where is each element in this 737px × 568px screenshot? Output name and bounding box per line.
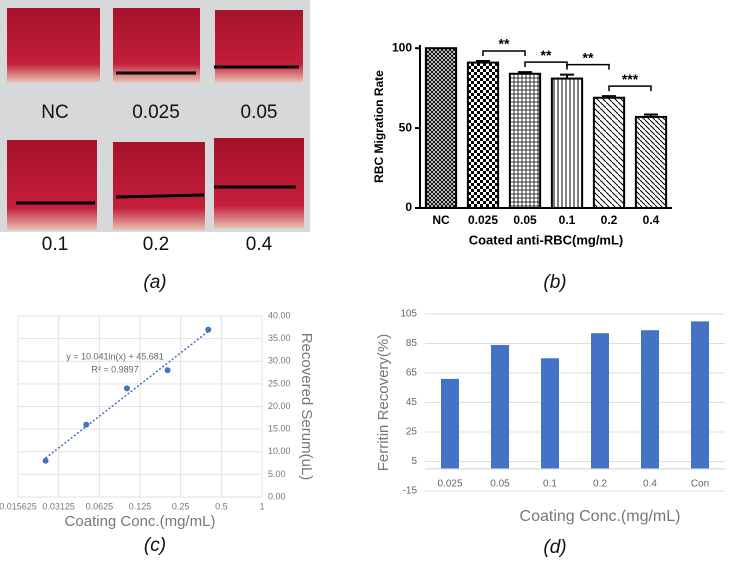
x-axis-title: Coating Conc.(mg/mL) bbox=[520, 508, 681, 525]
point bbox=[164, 367, 171, 374]
y-tick-label: 30.00 bbox=[268, 356, 291, 366]
error-bar bbox=[476, 59, 490, 63]
photo bbox=[113, 8, 200, 82]
bar bbox=[424, 47, 458, 210]
x-tick-label: 0.1 bbox=[543, 479, 557, 490]
x-tick-label: 0.2 bbox=[593, 479, 607, 490]
x-tick-label: 1 bbox=[259, 501, 264, 511]
photo-label: NC bbox=[41, 102, 68, 123]
y-tick-label: 25.00 bbox=[268, 378, 291, 388]
bar bbox=[691, 321, 709, 469]
photo-label: 0.025 bbox=[132, 102, 180, 123]
y-tick-label: -15 bbox=[403, 486, 418, 497]
bar bbox=[441, 378, 459, 469]
x-tick-label: 0.05 bbox=[513, 213, 537, 227]
y-tick-label: 0 bbox=[405, 200, 412, 214]
panel-caption: (d) bbox=[543, 537, 566, 558]
y-tick-label: 105 bbox=[400, 309, 417, 320]
significance-bracket bbox=[608, 85, 652, 92]
bar bbox=[591, 333, 609, 469]
point bbox=[83, 421, 90, 428]
point bbox=[123, 385, 130, 392]
y-axis-title: Recovered Serum(uL) bbox=[298, 333, 315, 481]
bar bbox=[491, 344, 509, 469]
x-tick-label: Con bbox=[691, 479, 709, 490]
point bbox=[205, 326, 212, 333]
y-tick-label: 45 bbox=[406, 397, 418, 408]
photo-label: 0.4 bbox=[246, 234, 273, 255]
photo bbox=[214, 10, 303, 82]
photo-label: 0.1 bbox=[42, 234, 68, 255]
x-tick-label: 0.25 bbox=[172, 501, 190, 511]
photo-panel bbox=[0, 0, 310, 232]
bar bbox=[592, 96, 626, 209]
y-tick-label: 0.00 bbox=[268, 491, 286, 501]
y-tick-label: 25 bbox=[406, 427, 418, 438]
panel-caption: (a) bbox=[143, 272, 166, 293]
y-axis-title: RBC Migration Rate bbox=[372, 70, 386, 183]
y-tick-label: 5 bbox=[411, 456, 417, 467]
y-tick-label: 65 bbox=[406, 368, 418, 379]
point bbox=[42, 457, 49, 464]
panel-caption: (b) bbox=[543, 272, 566, 293]
y-tick-label: 5.00 bbox=[268, 469, 286, 479]
photo bbox=[7, 8, 100, 82]
significance-label: *** bbox=[622, 71, 639, 87]
y-tick-label: 85 bbox=[406, 338, 418, 349]
y-tick-label: 15.00 bbox=[268, 424, 291, 434]
photo-label: 0.2 bbox=[143, 234, 169, 255]
panel-caption: (c) bbox=[144, 535, 166, 556]
equation: R² = 0.9897 bbox=[91, 364, 138, 374]
photo bbox=[7, 140, 97, 230]
x-tick-label: 0.5 bbox=[215, 501, 228, 511]
significance-bracket bbox=[482, 50, 526, 56]
error-bar bbox=[518, 71, 532, 74]
x-tick-label: 0.015625 bbox=[0, 501, 37, 511]
y-tick-label: 40.00 bbox=[268, 310, 291, 320]
equation: y = 10.041ln(x) + 45.681 bbox=[66, 351, 164, 361]
x-tick-label: 0.1 bbox=[559, 213, 576, 227]
y-tick-label: 20.00 bbox=[268, 401, 291, 411]
x-tick-label: NC bbox=[432, 213, 450, 227]
significance-label: ** bbox=[541, 47, 552, 63]
x-axis-title: Coated anti-RBC(mg/mL) bbox=[469, 232, 624, 247]
significance-label: ** bbox=[499, 36, 510, 52]
photo-label: 0.05 bbox=[241, 102, 278, 123]
x-tick-label: 0.2 bbox=[601, 213, 618, 227]
significance-label: ** bbox=[583, 49, 594, 65]
trendline bbox=[45, 330, 209, 459]
bar bbox=[541, 358, 559, 469]
y-tick-label: 100 bbox=[392, 40, 412, 54]
x-tick-label: 0.4 bbox=[643, 479, 657, 490]
error-bar bbox=[644, 113, 658, 117]
error-bar bbox=[560, 73, 574, 79]
bar bbox=[466, 61, 500, 209]
significance-bracket bbox=[524, 61, 568, 68]
bar bbox=[641, 330, 659, 469]
x-axis-title: Coating Conc.(mg/mL) bbox=[65, 513, 216, 530]
y-axis-title: Ferritin Recovery(%) bbox=[375, 334, 392, 472]
photo bbox=[113, 142, 205, 230]
x-tick-label: 0.025 bbox=[437, 479, 462, 490]
y-tick-label: 50 bbox=[399, 120, 413, 134]
y-tick-label: 10.00 bbox=[268, 446, 291, 456]
bar bbox=[634, 115, 668, 209]
x-tick-label: 0.0625 bbox=[86, 501, 114, 511]
y-tick-label: 35.00 bbox=[268, 333, 291, 343]
x-tick-label: 0.025 bbox=[468, 213, 498, 227]
x-tick-label: 0.125 bbox=[129, 501, 152, 511]
bar bbox=[550, 77, 584, 209]
x-tick-label: 0.03125 bbox=[42, 501, 75, 511]
error-bar bbox=[602, 95, 616, 98]
significance-bracket bbox=[566, 63, 610, 70]
x-tick-label: 0.05 bbox=[490, 479, 510, 490]
bar bbox=[508, 72, 542, 209]
x-tick-label: 0.4 bbox=[643, 213, 660, 227]
photo bbox=[214, 138, 304, 228]
